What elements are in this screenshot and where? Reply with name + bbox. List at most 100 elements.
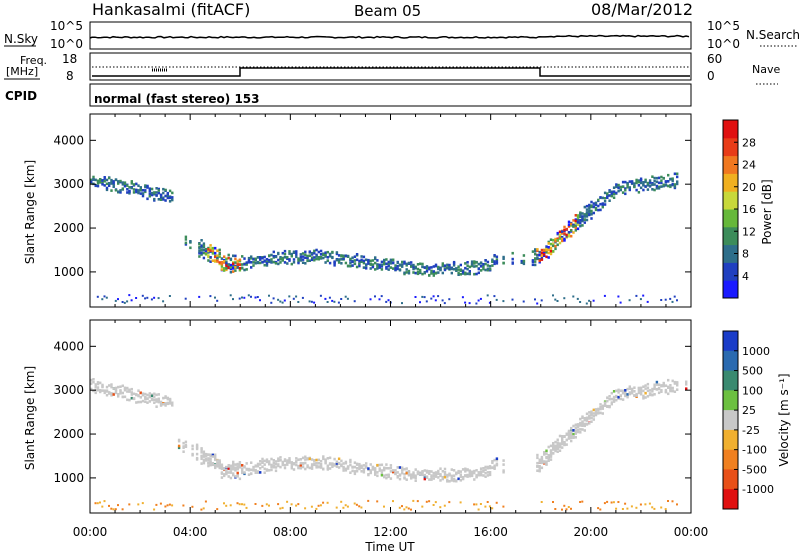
heatmap-cell bbox=[624, 390, 627, 393]
heatmap-cell bbox=[486, 267, 490, 271]
heatmap-cell bbox=[157, 191, 160, 195]
heatmap-cell bbox=[570, 224, 573, 227]
heatmap-cell bbox=[281, 256, 284, 260]
heatmap-cell bbox=[283, 459, 287, 463]
power-ylabel: Slant Range [km] bbox=[23, 160, 37, 264]
heatmap-cell bbox=[576, 218, 580, 222]
heatmap-cell bbox=[676, 175, 679, 179]
heatmap-cell bbox=[459, 269, 462, 272]
heatmap-cell bbox=[301, 296, 304, 299]
heatmap-cell bbox=[150, 191, 154, 195]
heatmap-cell bbox=[238, 477, 242, 481]
heatmap-cell bbox=[322, 253, 325, 256]
heatmap-cell bbox=[227, 467, 230, 470]
heatmap-cell bbox=[576, 220, 580, 224]
heatmap-cell bbox=[633, 182, 636, 185]
heatmap-cell bbox=[236, 471, 239, 475]
heatmap-cell bbox=[378, 463, 381, 467]
heatmap-cell bbox=[552, 250, 555, 253]
heatmap-cell bbox=[164, 199, 167, 202]
heatmap-cell bbox=[252, 465, 255, 469]
heatmap-cell bbox=[482, 469, 485, 473]
heatmap-cell bbox=[270, 465, 273, 469]
heatmap-cell bbox=[225, 264, 228, 267]
heatmap-cell bbox=[204, 459, 208, 462]
heatmap-cell bbox=[326, 256, 329, 259]
heatmap-cell bbox=[319, 249, 323, 253]
heatmap-cell bbox=[574, 423, 577, 427]
heatmap-cell bbox=[601, 407, 604, 410]
heatmap-cell bbox=[664, 508, 667, 511]
heatmap-cell bbox=[441, 262, 444, 265]
heatmap-cell bbox=[635, 179, 638, 183]
heatmap-cell bbox=[394, 268, 397, 271]
heatmap-cell bbox=[443, 264, 447, 267]
heatmap-cell bbox=[585, 204, 589, 208]
heatmap-cell bbox=[425, 500, 428, 503]
heatmap-cell bbox=[371, 263, 375, 266]
heatmap-cell bbox=[644, 180, 647, 184]
heatmap-cell bbox=[651, 387, 654, 391]
heatmap-cell bbox=[423, 469, 426, 472]
heatmap-cell bbox=[220, 260, 224, 264]
heatmap-cell bbox=[153, 197, 156, 201]
heatmap-cell bbox=[401, 505, 403, 508]
heatmap-cell bbox=[355, 467, 359, 470]
heatmap-cell bbox=[428, 500, 431, 503]
heatmap-cell bbox=[279, 465, 282, 469]
heatmap-cell bbox=[315, 458, 318, 462]
heatmap-cell bbox=[171, 504, 174, 507]
heatmap-cell bbox=[130, 393, 133, 396]
heatmap-cell bbox=[667, 500, 669, 502]
heatmap-cell bbox=[317, 462, 320, 465]
heatmap-cell bbox=[387, 260, 390, 264]
heatmap-cell bbox=[610, 397, 613, 401]
heatmap-cell bbox=[166, 401, 169, 405]
heatmap-cell bbox=[394, 264, 397, 267]
heatmap-cell bbox=[464, 474, 467, 477]
heatmap-cell bbox=[259, 460, 262, 463]
heatmap-cell bbox=[547, 256, 550, 259]
heatmap-cell bbox=[326, 466, 329, 470]
heatmap-cell bbox=[576, 423, 580, 426]
heatmap-cell bbox=[603, 401, 607, 405]
heatmap-cell bbox=[437, 267, 440, 271]
heatmap-cell bbox=[243, 296, 246, 299]
heatmap-cell bbox=[612, 390, 616, 393]
heatmap-cell bbox=[457, 471, 460, 474]
heatmap-cell bbox=[405, 478, 408, 481]
heatmap-cell bbox=[403, 508, 406, 511]
heatmap-cell bbox=[651, 390, 654, 393]
heatmap-cell bbox=[153, 401, 156, 404]
heatmap-cell bbox=[667, 378, 670, 382]
heatmap-cell bbox=[572, 231, 575, 234]
heatmap-cell bbox=[378, 469, 381, 472]
y-tick-label: 2000 bbox=[53, 221, 84, 235]
heatmap-cell bbox=[250, 295, 252, 298]
heatmap-cell bbox=[552, 238, 555, 242]
heatmap-cell bbox=[405, 262, 408, 266]
heatmap-cell bbox=[583, 429, 586, 432]
heatmap-cell bbox=[621, 185, 625, 189]
heatmap-cell bbox=[162, 396, 165, 400]
heatmap-cell bbox=[473, 265, 476, 268]
heatmap-cell bbox=[646, 181, 650, 185]
heatmap-cell bbox=[522, 300, 525, 303]
heatmap-cell bbox=[374, 261, 377, 265]
colorbar-tick-label: -500 bbox=[742, 463, 767, 476]
heatmap-cell bbox=[536, 254, 539, 257]
heatmap-cell bbox=[455, 471, 458, 475]
heatmap-cell bbox=[387, 268, 390, 271]
heatmap-cell bbox=[130, 391, 133, 394]
heatmap-cell bbox=[333, 457, 336, 461]
heatmap-cell bbox=[110, 189, 113, 192]
heatmap-cell bbox=[247, 256, 251, 260]
heatmap-cell bbox=[667, 392, 670, 396]
heatmap-cell bbox=[495, 260, 499, 263]
heatmap-cell bbox=[146, 197, 149, 201]
heatmap-cell bbox=[563, 228, 566, 232]
heatmap-cell bbox=[549, 449, 553, 452]
heatmap-cell bbox=[340, 254, 343, 258]
heatmap-cell bbox=[342, 469, 345, 472]
heatmap-cell bbox=[660, 179, 663, 182]
